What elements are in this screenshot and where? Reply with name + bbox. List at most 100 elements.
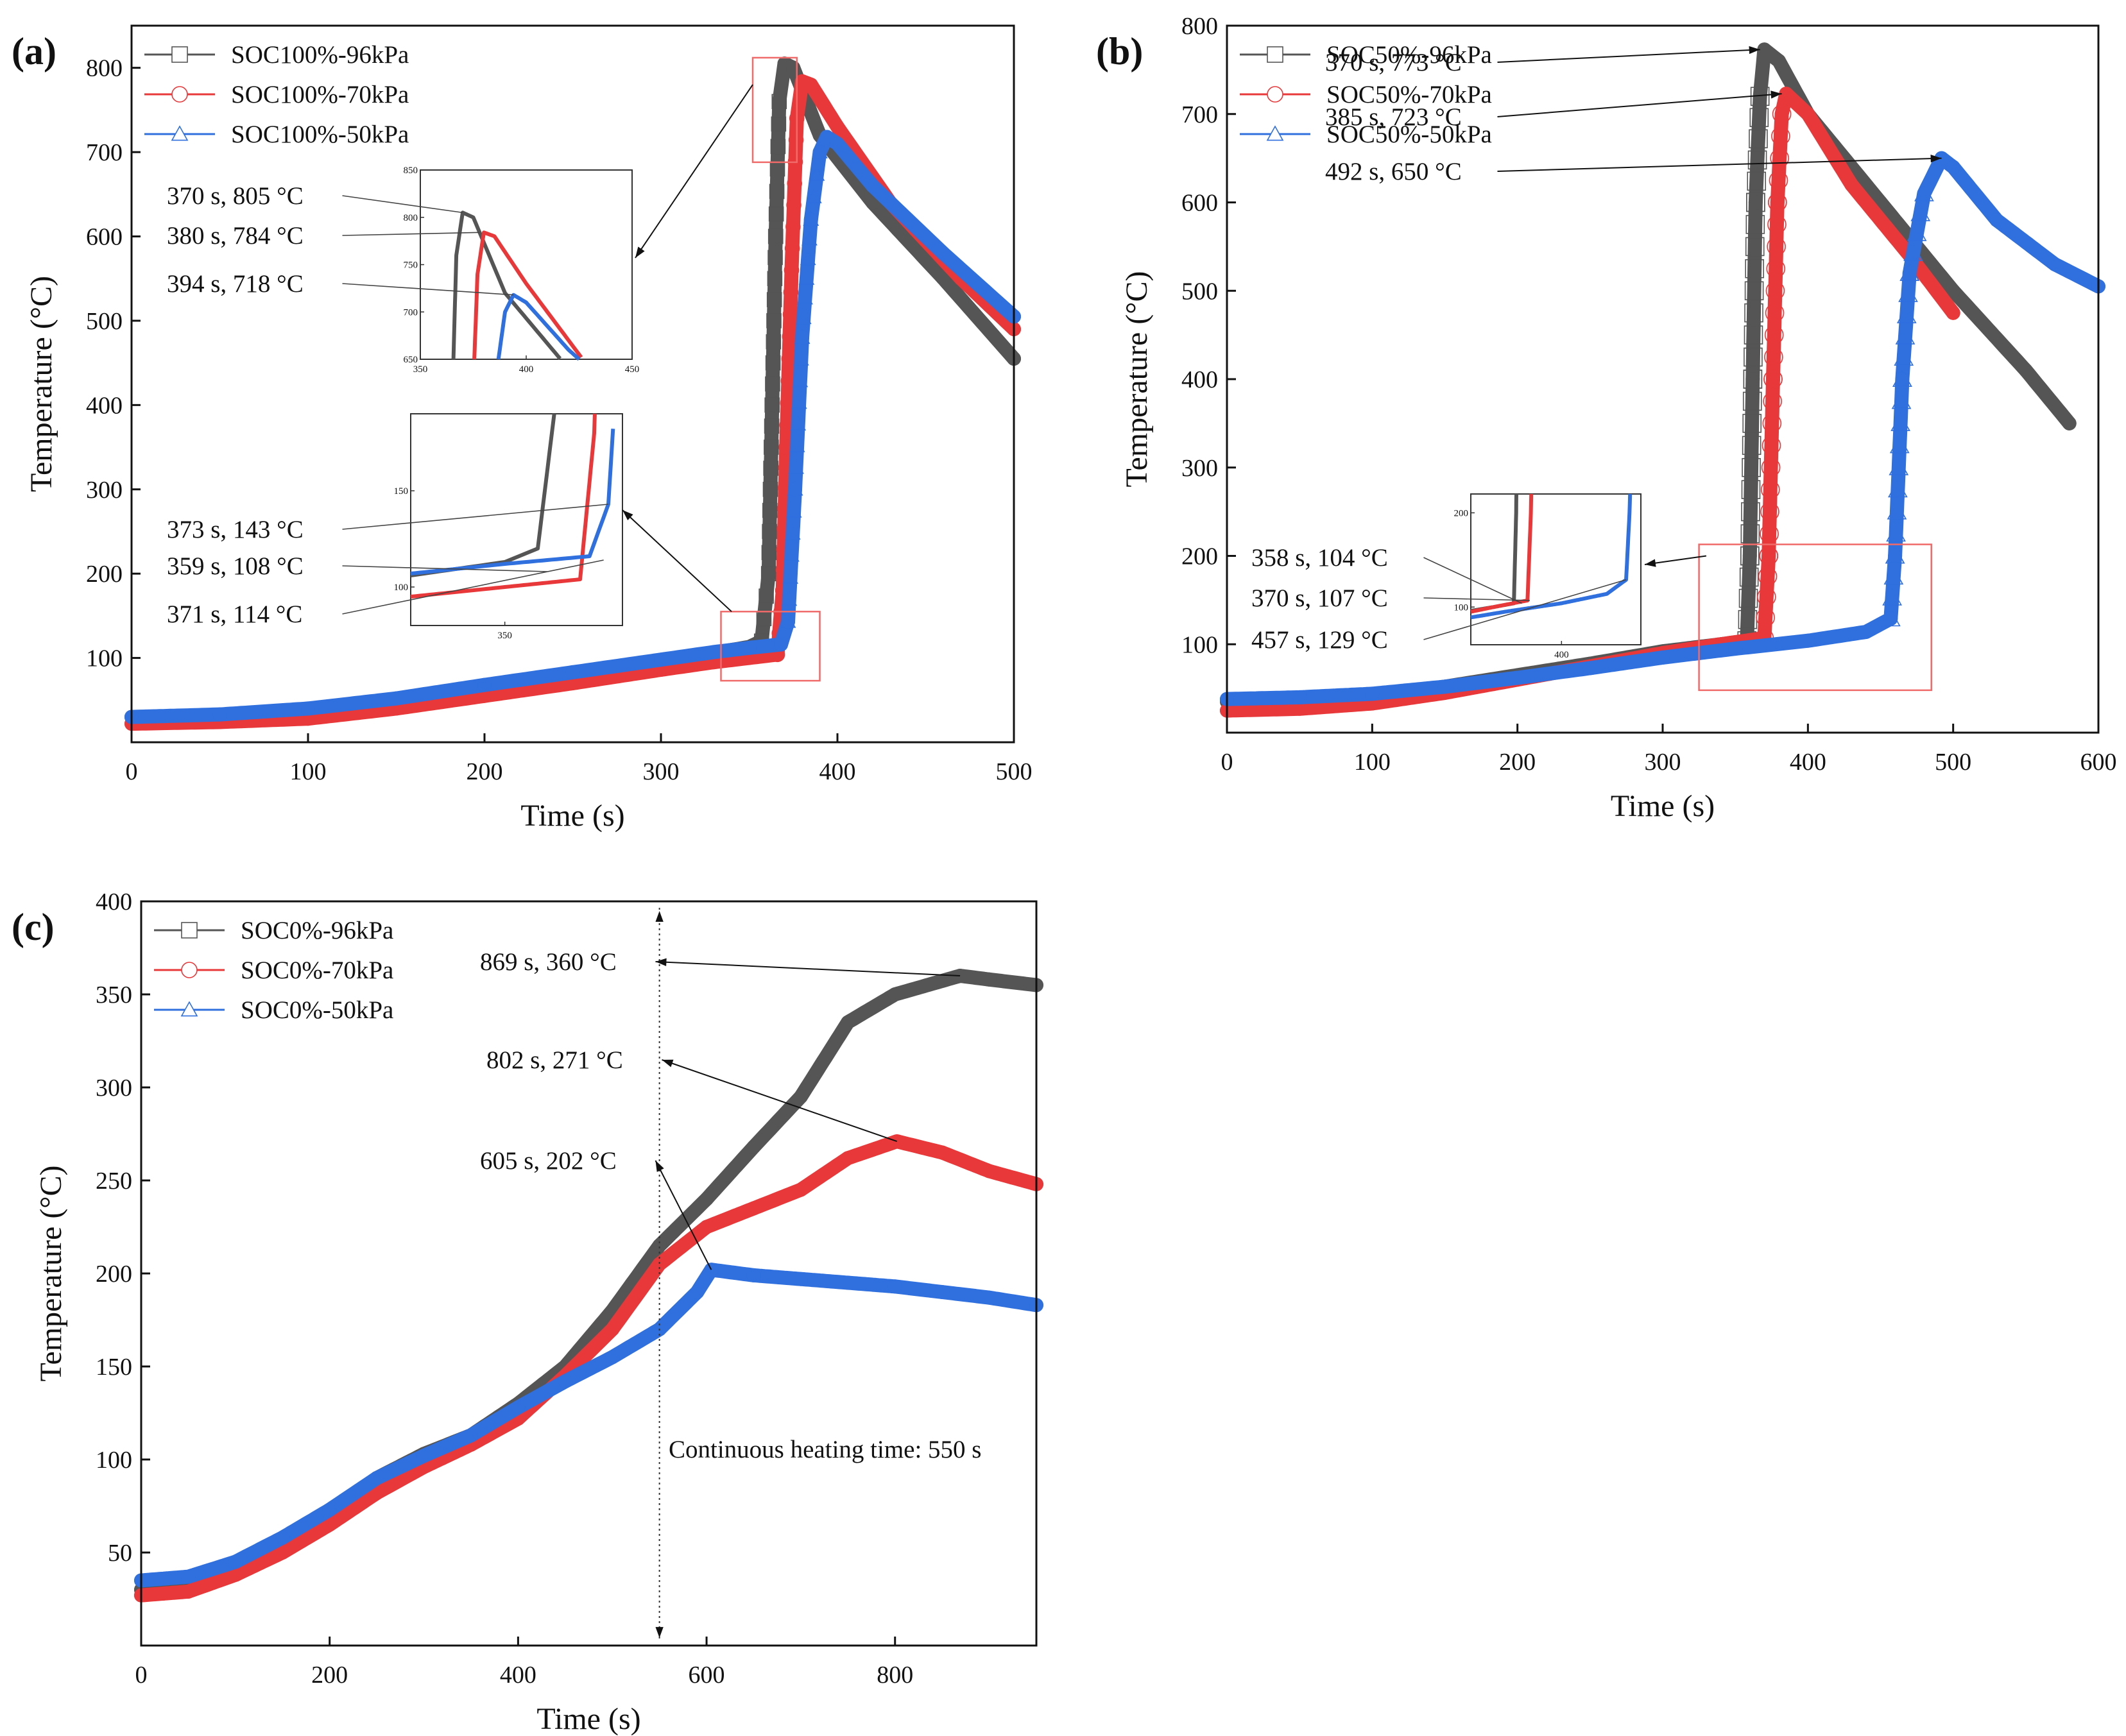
x-tick-label: 400 [500, 1662, 536, 1689]
point-annotation: 802 s, 271 °C [486, 1046, 623, 1074]
data-point [1742, 436, 1762, 455]
data-point [1765, 303, 1785, 323]
legend-marker [171, 46, 188, 63]
y-tick-label: 300 [96, 1075, 132, 1102]
inset-series-line [496, 293, 581, 361]
data-point [275, 1545, 290, 1560]
inset-y-tick-label: 150 [394, 486, 409, 497]
annotation-leader [342, 195, 463, 214]
data-point [1946, 284, 1960, 298]
inset-y-tick-label: 100 [1454, 602, 1469, 613]
data-point [887, 987, 902, 1001]
inset-y-tick-label: 700 [404, 307, 418, 318]
data-point [805, 189, 822, 203]
annotation-arrow-head [1770, 90, 1782, 99]
data-point [370, 1486, 384, 1501]
point-annotation: 358 s, 104 °C [1251, 544, 1388, 572]
data-point [830, 136, 844, 151]
annotation-arrow-head [662, 1059, 674, 1068]
data-point [936, 246, 950, 260]
data-point [1748, 195, 1763, 210]
y-tick-label: 800 [86, 55, 123, 82]
annotation-arrow-head [1749, 46, 1760, 55]
y-tick-label: 300 [86, 477, 123, 504]
series-line [134, 1134, 1043, 1603]
data-point [1742, 391, 1762, 411]
point-annotation: 370 s, 805 °C [167, 182, 304, 210]
point-annotation: 370 s, 107 °C [1251, 584, 1388, 612]
data-point [830, 119, 844, 134]
panel-c: 0 200 400 600 80050100150200250300350400Time… [12, 889, 1043, 1736]
data-point [1890, 413, 1910, 431]
data-point [1292, 701, 1307, 716]
data-point [416, 1449, 431, 1463]
data-point [1770, 148, 1789, 168]
data-point [767, 271, 783, 287]
annotation-leader [342, 283, 514, 296]
data-point [1756, 608, 1775, 627]
data-point [1767, 237, 1786, 257]
annotation-arrow [655, 961, 961, 976]
data-point [1753, 89, 1767, 104]
data-point [809, 166, 825, 181]
data-point [1882, 588, 1902, 606]
annotation-arrow [1497, 93, 1782, 117]
data-point [2018, 363, 2033, 378]
data-point [1510, 670, 1525, 685]
annotation-arrow-head [1930, 154, 1942, 163]
inset-x-tick-label: 350 [497, 631, 512, 641]
y-axis-label: Temperature (°C) [1120, 271, 1154, 487]
x-tick-label: 100 [1354, 749, 1391, 776]
data-point [841, 1151, 855, 1166]
series-line [124, 74, 1021, 731]
annotation-arrow [662, 1059, 898, 1143]
y-tick-label: 600 [86, 224, 123, 251]
point-annotation: 371 s, 114 °C [167, 600, 302, 628]
x-tick-label: 500 [996, 758, 1033, 785]
inset-x-tick-label: 350 [413, 364, 428, 375]
data-point [1744, 325, 1763, 345]
data-point [2048, 257, 2062, 271]
data-point [1771, 126, 1790, 146]
data-point [1886, 523, 1906, 542]
x-axis-label: Time (s) [536, 1702, 640, 1736]
legend-label: SOC0%-50kPa [241, 996, 393, 1024]
data-point [784, 547, 800, 562]
data-point [1764, 347, 1783, 367]
data-point [389, 691, 404, 706]
data-point [181, 1569, 196, 1584]
inset-series-line [410, 429, 615, 575]
data-point [765, 376, 780, 392]
data-point [802, 231, 818, 246]
data-point [1883, 611, 1898, 626]
annotation-leader [1423, 557, 1522, 604]
data-point [652, 1238, 667, 1253]
data-point [322, 1502, 337, 1517]
data-point [690, 1285, 705, 1299]
inset-series-line [472, 230, 583, 360]
data-point [1745, 215, 1765, 234]
data-point [1801, 106, 1815, 121]
data-point [779, 440, 794, 455]
zoom-box [720, 611, 821, 682]
data-point [565, 665, 580, 679]
data-point [1740, 524, 1760, 543]
inset-y-tick-label: 800 [404, 213, 418, 223]
data-point [1887, 501, 1907, 520]
inset-y-tick-label: 750 [404, 260, 418, 271]
data-point [765, 355, 781, 371]
series-line [124, 130, 1021, 724]
inset-series-line [451, 210, 562, 360]
inset-x-tick-label: 450 [625, 364, 640, 375]
data-point [1770, 195, 1785, 210]
zoom-arrow-head [1645, 559, 1656, 567]
data-point [1760, 480, 1780, 499]
data-point [746, 1268, 761, 1282]
data-point [1741, 502, 1760, 522]
data-point [786, 197, 802, 213]
data-point [935, 1285, 950, 1299]
annotation-arrow [1497, 49, 1760, 63]
data-point [793, 1272, 808, 1286]
x-tick-label: 300 [1645, 749, 1681, 776]
data-point [803, 77, 818, 92]
